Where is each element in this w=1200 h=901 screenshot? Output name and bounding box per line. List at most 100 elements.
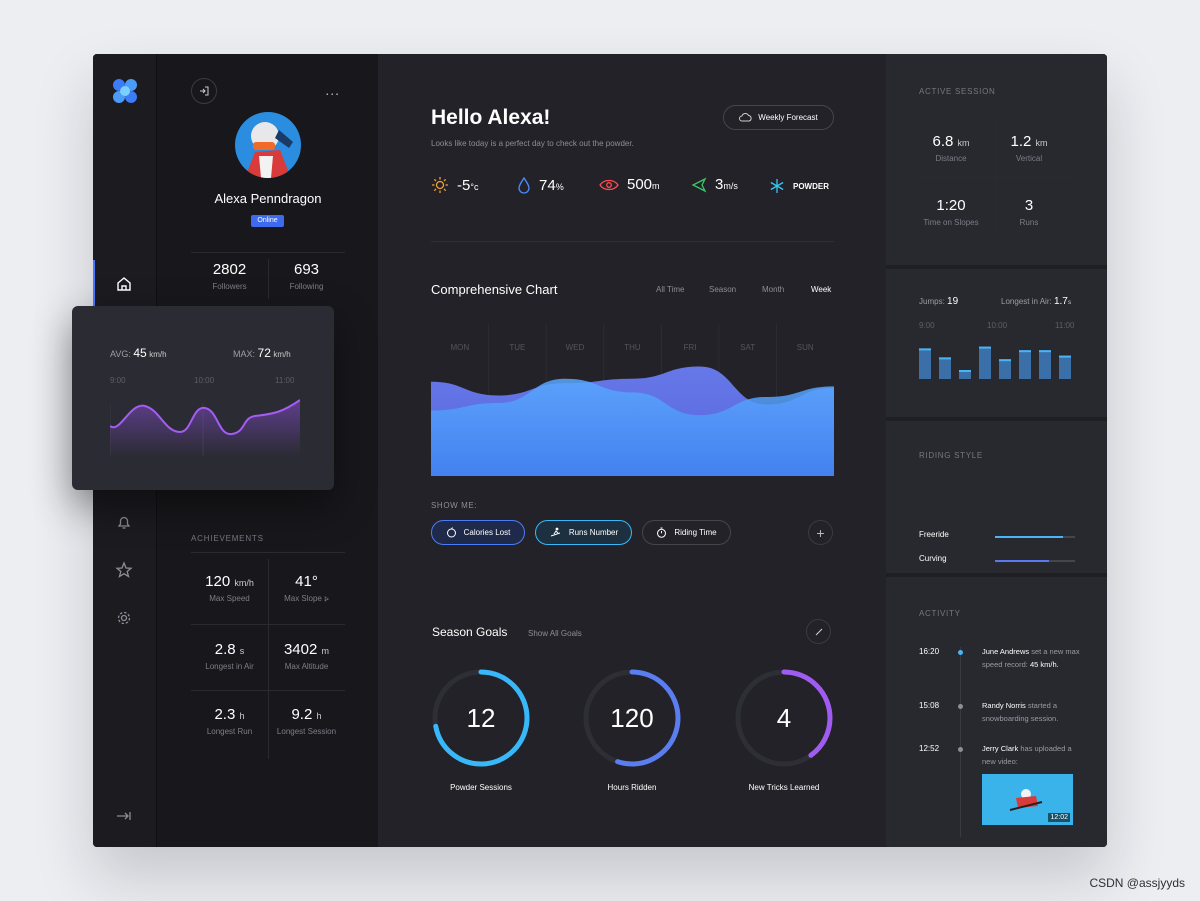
jump-bar (919, 348, 931, 379)
show-me-label: SHOW ME: (431, 501, 478, 510)
divider (431, 241, 834, 242)
avg-value: 45 (133, 346, 147, 360)
achievement-value: 120 (205, 573, 231, 590)
comprehensive-area-chart: MON TUE WED THU FRI SAT SUN (431, 324, 834, 476)
activity-timeline-line (960, 647, 961, 837)
jump-bar-cap (1039, 350, 1051, 353)
divider (996, 120, 997, 232)
pencil-icon (815, 628, 822, 635)
activity-title: ACTIVITY (919, 609, 961, 618)
tab-all-time[interactable]: All Time (656, 285, 685, 294)
profile-name: Alexa Penndragon (214, 191, 322, 206)
more-menu-button[interactable]: ... (325, 82, 340, 98)
chart-title: Comprehensive Chart (431, 282, 558, 297)
apple-icon (446, 527, 456, 538)
filter-label: Riding Time (674, 528, 717, 537)
star-icon[interactable] (114, 560, 134, 580)
achievement-max-speed: 120 km/h Max Speed (191, 573, 268, 603)
longest-air-stat: Longest in Air: 1.7s (1001, 296, 1071, 307)
snowflake-icon (770, 179, 784, 193)
goal-value: 12 (466, 702, 496, 733)
video-thumbnail[interactable]: 12:02 (982, 774, 1073, 825)
tab-month[interactable]: Month (762, 285, 785, 294)
achievement-unit: m (321, 646, 330, 656)
tab-week[interactable]: Week (811, 285, 832, 294)
activity-user[interactable]: Jerry Clark (982, 744, 1019, 753)
visibility-unit: m (652, 181, 660, 191)
jump-bar-cap (1019, 350, 1031, 353)
speed-line-chart (110, 399, 300, 456)
jump-bar-cap (919, 348, 931, 351)
greeting-subtitle: Looks like today is a perfect day to che… (431, 139, 634, 148)
session-unit: km (957, 138, 970, 148)
speed-tick: 10:00 (194, 376, 215, 385)
goal-ring-progress (583, 669, 681, 767)
max-unit: km/h (273, 350, 291, 359)
activity-time: 12:52 (919, 744, 940, 753)
right-panel: ACTIVE SESSION 6.8 km Distance 1.2 km Ve… (886, 54, 1107, 847)
max-speed: MAX: 72 km/h (233, 346, 291, 360)
jump-bar-cap (959, 370, 971, 372)
following-stat[interactable]: 693 Following (268, 261, 345, 291)
filter-calories-lost[interactable]: Calories Lost (431, 520, 525, 545)
avatar-photo (235, 112, 301, 178)
goal-ring-progress (432, 669, 530, 767)
tab-season[interactable]: Season (709, 285, 737, 294)
weather-humidity: 74% (517, 176, 564, 194)
activity-user[interactable]: June Andrews (982, 647, 1030, 656)
goal-ring-progress (735, 669, 833, 767)
bell-icon[interactable] (114, 512, 134, 532)
goal-label: Hours Ridden (607, 783, 657, 792)
followers-value: 2802 (212, 261, 247, 278)
achievement-longest-air: 2.8 s Longest in Air (191, 641, 268, 671)
jumps-value: 19 (947, 296, 959, 307)
activity-highlight: 45 km/h. (1029, 660, 1059, 669)
temperature-value: -5 (457, 176, 471, 194)
avatar[interactable] (235, 112, 301, 178)
collapse-icon[interactable] (114, 806, 134, 826)
visibility-value: 500 (627, 176, 653, 193)
goal-ring (735, 669, 833, 767)
filter-riding-time[interactable]: Riding Time (642, 520, 731, 545)
jump-bar (979, 346, 991, 379)
max-label: MAX: (233, 349, 256, 359)
speed-line (110, 399, 300, 436)
session-distance: 6.8 km Distance (906, 133, 996, 163)
activity-text: Randy Norris started a snowboarding sess… (982, 701, 1059, 723)
divider (191, 252, 345, 253)
add-filter-button[interactable]: + (808, 520, 833, 545)
achievement-value: 41° (295, 573, 318, 590)
show-all-goals-link[interactable]: Show All Goals (528, 629, 582, 638)
session-label: Runs (1019, 218, 1039, 227)
activity-user[interactable]: Randy Norris (982, 701, 1026, 710)
achievement-max-slope: 41° Max Slope ⦠ (268, 573, 345, 604)
wind-unit: m/s (723, 181, 738, 191)
stopwatch-icon (657, 527, 667, 538)
jump-tick: 10:00 (987, 321, 1008, 330)
wind-value: 3 (715, 176, 724, 193)
divider (268, 559, 269, 759)
speed-tick: 11:00 (275, 376, 295, 385)
divider (268, 259, 269, 299)
nav-active-indicator (93, 260, 95, 308)
achievement-label: Max Speed (209, 594, 250, 603)
gear-icon[interactable] (114, 608, 134, 628)
watermark: CSDN @assjyyds (1089, 876, 1185, 890)
goal-powder-sessions: 12 (431, 668, 531, 768)
home-icon[interactable] (114, 274, 134, 294)
riding-style-title: RIDING STYLE (919, 451, 983, 460)
weather-visibility: 500m (599, 176, 660, 193)
goal-ring (583, 669, 681, 767)
weekly-forecast-button[interactable]: Weekly Forecast (723, 105, 834, 130)
session-label: Vertical (1015, 154, 1043, 163)
edit-goals-button[interactable] (806, 619, 831, 644)
snow-condition: POWDER (793, 181, 829, 191)
app-logo-icon[interactable] (112, 78, 138, 104)
achievement-unit: s (239, 646, 245, 656)
achievement-longest-run: 2.3 h Longest Run (191, 706, 268, 736)
video-duration: 12:02 (1048, 813, 1070, 822)
riding-style-bar (995, 536, 1075, 538)
filter-runs-number[interactable]: Runs Number (535, 520, 632, 545)
followers-stat[interactable]: 2802 Followers (191, 261, 268, 291)
logout-button[interactable] (191, 78, 217, 104)
